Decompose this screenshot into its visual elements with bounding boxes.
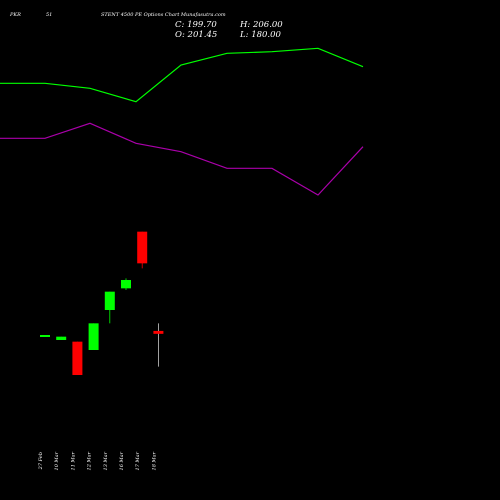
exchange-label: PKR <box>10 12 21 18</box>
lower-band-line <box>0 122 364 196</box>
x-tick-label: 17 Mar <box>135 451 141 470</box>
candle-body <box>40 335 50 337</box>
x-tick-label: 12 Mar <box>87 451 93 470</box>
candle-body <box>121 280 131 289</box>
x-tick-label: 18 Mar <box>151 451 157 470</box>
low-value: L: 180.00 <box>240 30 281 40</box>
high-value: H: 206.00 <box>240 20 283 30</box>
candle-body <box>56 336 67 340</box>
candle-body <box>153 330 164 334</box>
candle-body <box>104 291 115 310</box>
x-tick-label: 16 Mar <box>119 451 125 470</box>
segment-label: 51 <box>46 12 53 18</box>
candle-body <box>88 323 99 350</box>
chart-title: STENT 4500 PE Options Chart Munafasutra.… <box>101 12 226 18</box>
x-tick-label: 10 Mar <box>54 451 60 470</box>
x-tick-label: 11 Mar <box>70 451 76 470</box>
x-tick-label: 13 Mar <box>103 451 109 470</box>
candle-body <box>72 341 83 375</box>
x-tick-label: 27 Feb <box>38 452 44 470</box>
open-value: O: 201.45 <box>175 30 218 40</box>
close-value: C: 199.70 <box>175 20 217 30</box>
candle-body <box>137 231 148 264</box>
upper-band-line <box>0 47 364 103</box>
